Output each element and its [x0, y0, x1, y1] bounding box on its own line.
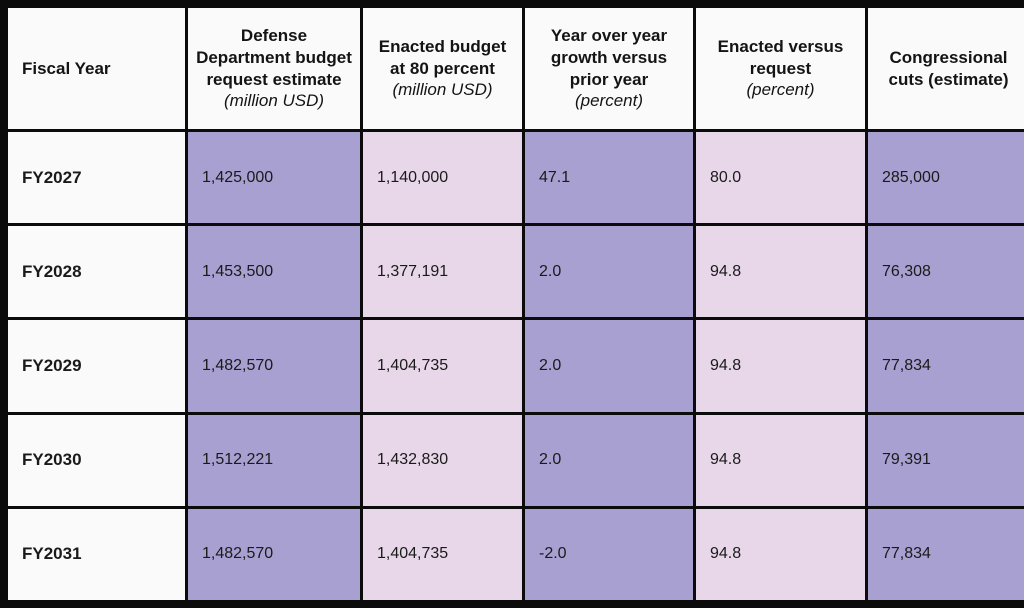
column-header-unit: (million USD): [392, 80, 493, 100]
table-header-row: Fiscal Year Defense Department budget re…: [5, 5, 1024, 132]
column-header-enacted-vs-request: Enacted versus request (percent): [693, 5, 868, 132]
yoy-growth-cell: 47.1: [522, 128, 696, 227]
column-header-unit: (million USD): [223, 91, 325, 111]
enacted-budget-cell: 1,432,830: [360, 411, 525, 509]
congressional-cuts-cell: 79,391: [865, 411, 1024, 509]
fiscal-year-cell: FY2029: [5, 317, 188, 415]
yoy-growth-cell: 2.0: [522, 317, 696, 415]
fiscal-year-cell: FY2027: [5, 128, 188, 227]
column-header-yoy-growth: Year over year growth versus prior year …: [522, 5, 696, 132]
column-header-fiscal-year: Fiscal Year: [5, 5, 188, 132]
column-header-congressional-cuts: Congressional cuts (estimate): [865, 5, 1024, 132]
congressional-cuts-cell: 77,834: [865, 505, 1024, 604]
congressional-cuts-cell: 285,000: [865, 128, 1024, 227]
yoy-growth-cell: 2.0: [522, 411, 696, 509]
enacted-vs-request-cell: 94.8: [693, 411, 868, 509]
column-header-label: Enacted budget at 80 percent: [378, 36, 507, 78]
budget-request-cell: 1,512,221: [185, 411, 363, 509]
table-row-fy2028: FY2028 1,453,500 1,377,191 2.0 94.8 76,3…: [5, 223, 1024, 321]
enacted-budget-cell: 1,140,000: [360, 128, 525, 227]
fiscal-year-cell: FY2030: [5, 411, 188, 509]
column-header-label: Fiscal Year: [22, 58, 111, 78]
enacted-budget-cell: 1,404,735: [360, 317, 525, 415]
table-row-fy2027: FY2027 1,425,000 1,140,000 47.1 80.0 285…: [5, 128, 1024, 227]
table-row-fy2030: FY2030 1,512,221 1,432,830 2.0 94.8 79,3…: [5, 411, 1024, 509]
enacted-budget-cell: 1,404,735: [360, 505, 525, 604]
budget-request-cell: 1,482,570: [185, 505, 363, 604]
budget-request-cell: 1,453,500: [185, 223, 363, 321]
column-header-unit: (percent): [746, 80, 815, 100]
congressional-cuts-cell: 76,308: [865, 223, 1024, 321]
column-header-label: Year over year growth versus prior year: [550, 26, 668, 89]
defense-budget-table: Fiscal Year Defense Department budget re…: [5, 5, 1024, 604]
table-row-fy2029: FY2029 1,482,570 1,404,735 2.0 94.8 77,8…: [5, 317, 1024, 415]
column-header-unit: (percent): [574, 91, 644, 111]
column-header-budget-request: Defense Department budget request estima…: [185, 5, 363, 132]
enacted-vs-request-cell: 94.8: [693, 223, 868, 321]
budget-request-cell: 1,482,570: [185, 317, 363, 415]
fiscal-year-cell: FY2031: [5, 505, 188, 604]
yoy-growth-cell: 2.0: [522, 223, 696, 321]
congressional-cuts-cell: 77,834: [865, 317, 1024, 415]
column-header-enacted-budget: Enacted budget at 80 percent (million US…: [360, 5, 525, 132]
yoy-growth-cell: -2.0: [522, 505, 696, 604]
budget-request-cell: 1,425,000: [185, 128, 363, 227]
column-header-label: Congressional cuts (estimate): [888, 47, 1009, 89]
column-header-label: Defense Department budget request estima…: [196, 26, 352, 89]
table-row-fy2031: FY2031 1,482,570 1,404,735 -2.0 94.8 77,…: [5, 505, 1024, 604]
enacted-vs-request-cell: 94.8: [693, 505, 868, 604]
enacted-vs-request-cell: 80.0: [693, 128, 868, 227]
column-header-label: Enacted versus request: [717, 36, 844, 78]
enacted-vs-request-cell: 94.8: [693, 317, 868, 415]
enacted-budget-cell: 1,377,191: [360, 223, 525, 321]
fiscal-year-cell: FY2028: [5, 223, 188, 321]
